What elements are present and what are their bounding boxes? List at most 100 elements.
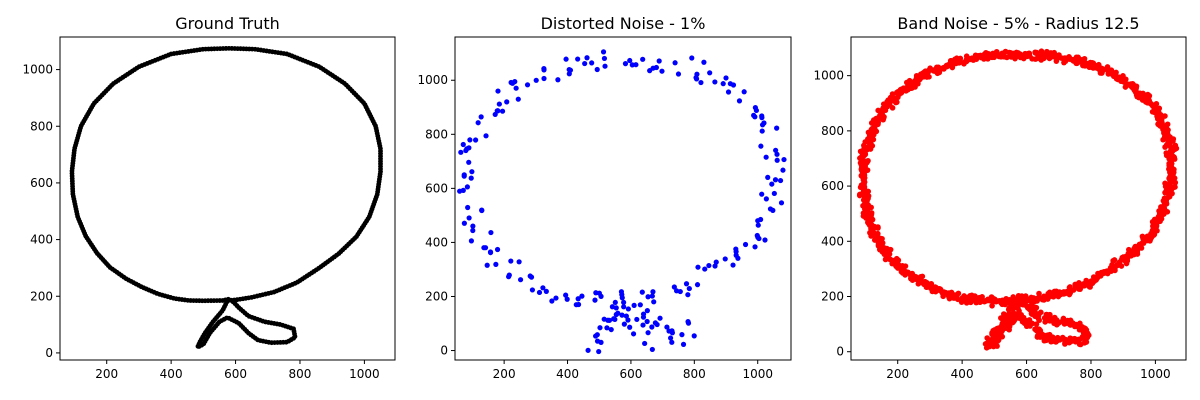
data-point (1063, 320, 1069, 326)
data-point (487, 249, 494, 255)
x-tick-label: 600 (224, 367, 247, 381)
data-point (862, 204, 868, 210)
data-point (959, 295, 966, 301)
data-point (691, 333, 697, 339)
data-point (464, 184, 470, 190)
data-point (983, 49, 989, 56)
x-tick-label: 400 (951, 367, 974, 381)
data-point (758, 143, 764, 149)
data-point (742, 241, 749, 248)
data-point (515, 96, 521, 102)
data-point (666, 328, 672, 334)
data-point (701, 59, 707, 65)
y-tick-label: 400 (425, 235, 448, 249)
data-point (868, 204, 874, 211)
data-point (923, 284, 930, 290)
data-point (598, 293, 604, 299)
data-point (1088, 64, 1095, 70)
data-point (988, 297, 994, 304)
chart-panel-2: Distorted Noise - 1% 200 400 600 800 1000 0 200… (417, 14, 792, 381)
data-point (566, 67, 572, 73)
data-point (685, 292, 691, 298)
data-point (1036, 290, 1042, 297)
data-point (722, 256, 728, 262)
data-point (926, 74, 932, 80)
data-point (582, 60, 588, 67)
data-point (657, 315, 663, 321)
data-point (619, 295, 625, 301)
data-point (611, 316, 617, 322)
data-point (1081, 340, 1088, 346)
data-point (946, 290, 953, 297)
data-point (478, 114, 484, 120)
data-point (470, 227, 476, 234)
data-point (479, 207, 485, 213)
data-point (1072, 281, 1078, 288)
x-tick-label: 1000 (349, 367, 380, 381)
data-point (1140, 90, 1146, 97)
data-point (774, 125, 780, 131)
data-point (907, 83, 913, 90)
y-tick-label: 600 (425, 181, 448, 195)
data-point (594, 338, 601, 344)
data-point (517, 277, 524, 283)
data-point (1006, 305, 1012, 311)
data-point (773, 147, 779, 153)
y-tick-label: 400 (821, 234, 844, 248)
data-point (1122, 84, 1129, 90)
data-point (652, 320, 658, 326)
data-point (867, 145, 873, 152)
data-point (470, 223, 476, 229)
data-point (512, 79, 518, 85)
data-point (671, 284, 677, 290)
data-point (1018, 295, 1025, 302)
data-point (600, 49, 607, 55)
data-point (906, 77, 913, 84)
data-point (563, 292, 569, 298)
data-point (1118, 263, 1125, 269)
data-point (579, 293, 585, 299)
data-point (622, 61, 629, 67)
data-point (630, 331, 637, 337)
data-point (868, 210, 875, 216)
data-point (730, 262, 736, 268)
data-point (475, 120, 481, 126)
y-tick-label: 200 (821, 290, 844, 304)
y-tick-label: 1000 (417, 73, 448, 87)
data-point (1134, 93, 1140, 100)
data-point (909, 270, 915, 277)
data-point (736, 98, 743, 104)
data-point (762, 237, 768, 243)
data-point (778, 200, 785, 206)
data-point (592, 297, 598, 303)
data-point (694, 282, 701, 288)
data-point (623, 313, 629, 319)
data-point (1059, 335, 1065, 342)
data-point (606, 317, 613, 323)
data-point (524, 82, 531, 88)
data-point (869, 232, 875, 238)
data-point (1160, 211, 1166, 218)
data-point (549, 298, 555, 304)
data-point (594, 332, 600, 338)
data-point (596, 348, 602, 355)
data-point (460, 187, 466, 193)
data-point (508, 258, 514, 264)
axes-frame (850, 36, 1187, 361)
y-tick-label: 600 (821, 179, 844, 193)
data-point (759, 191, 765, 197)
data-point (1053, 288, 1060, 295)
data-point (1166, 184, 1173, 191)
data-point (858, 165, 865, 171)
y-tick-label: 400 (30, 233, 53, 247)
data-point (631, 302, 637, 308)
data-point (649, 324, 655, 330)
data-point (640, 314, 647, 320)
data-point (868, 221, 875, 228)
data-point (759, 128, 765, 134)
x-tick-label: 200 (886, 367, 909, 381)
data-point (780, 167, 786, 173)
data-point (964, 298, 970, 305)
data-point (727, 81, 733, 87)
